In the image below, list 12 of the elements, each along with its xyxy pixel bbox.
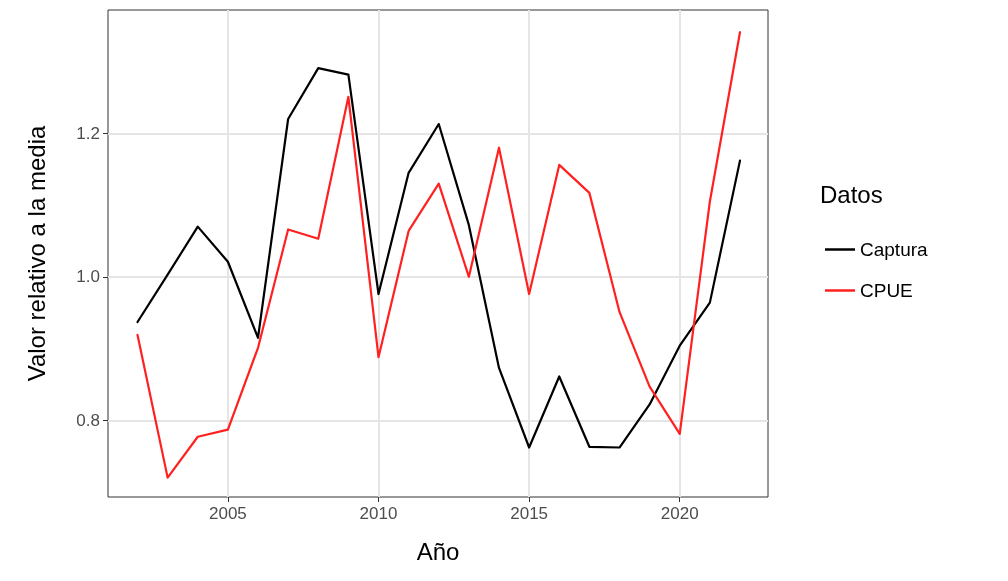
y-tick-label: 1.0 <box>76 267 100 287</box>
x-tick-label: 2005 <box>208 504 247 523</box>
x-tick-label: 2015 <box>510 504 549 523</box>
legend-title: Datos <box>820 180 883 208</box>
x-axis-title: Año <box>416 537 460 565</box>
legend-label: Captura <box>860 239 929 260</box>
y-tick-label: 0.8 <box>76 410 100 430</box>
legend-label: CPUE <box>860 280 913 301</box>
x-tick-label: 2020 <box>660 504 699 523</box>
y-tick-label: 1.2 <box>76 123 100 143</box>
x-tick-label: 2010 <box>359 504 398 523</box>
y-axis-title: Valor relativo a la media <box>22 125 50 382</box>
